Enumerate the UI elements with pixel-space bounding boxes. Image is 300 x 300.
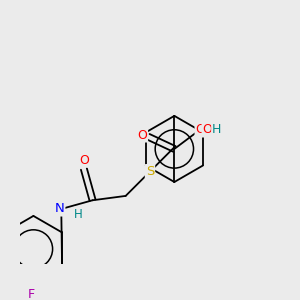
Text: O: O xyxy=(202,123,212,136)
Text: F: F xyxy=(28,288,35,300)
Text: N: N xyxy=(55,202,64,215)
Text: O: O xyxy=(137,128,147,142)
Text: S: S xyxy=(146,165,154,178)
Text: OH: OH xyxy=(200,123,219,136)
Text: O: O xyxy=(196,123,206,136)
Text: H: H xyxy=(212,123,221,136)
Text: O: O xyxy=(79,154,89,167)
Text: H: H xyxy=(74,208,83,221)
